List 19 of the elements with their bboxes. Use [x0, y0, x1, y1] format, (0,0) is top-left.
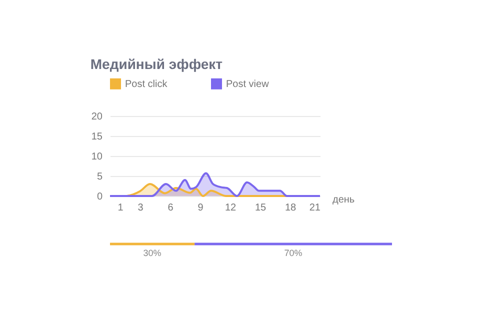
data-label: 30%	[143, 248, 162, 258]
x-tick-label: 6	[168, 202, 174, 214]
y-tick-label: 5	[96, 172, 103, 182]
x-tick-label: 21	[309, 202, 321, 214]
y-tick-label: 10	[91, 152, 103, 162]
y-tick-label: 0	[96, 192, 103, 202]
x-tick-label: 18	[284, 202, 296, 214]
x-axis-title: день	[332, 194, 355, 206]
legend-label: Post click	[125, 78, 168, 90]
x-tick-label: 15	[254, 202, 266, 214]
y-tick-label: 20	[91, 112, 103, 122]
x-tick-label: 9	[198, 202, 204, 214]
x-tick-label: 12	[224, 202, 236, 214]
legend-label: Post view	[226, 78, 270, 90]
data-label: 70%	[284, 248, 302, 258]
x-tick-label: 1	[118, 202, 124, 214]
x-tick-label: 3	[138, 202, 144, 214]
chart-title: Медийный эффект	[90, 56, 223, 72]
y-tick-label: 15	[91, 132, 103, 142]
